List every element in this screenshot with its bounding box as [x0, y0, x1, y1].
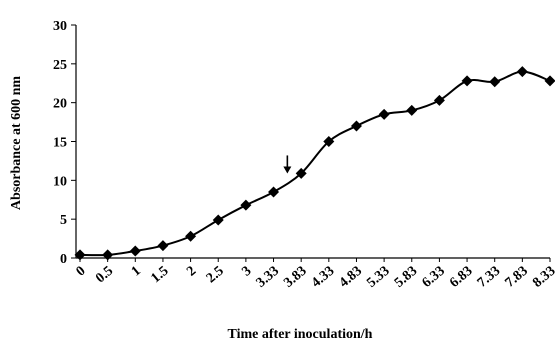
data-point-marker	[129, 245, 141, 257]
x-tick-label: 0.5	[93, 264, 116, 287]
x-tick-label: 7.83	[503, 264, 531, 291]
x-tick-label: 2	[184, 264, 199, 280]
data-point-marker	[461, 75, 473, 87]
data-point-marker	[350, 120, 362, 132]
data-point-marker	[74, 249, 86, 261]
y-tick-label: 15	[53, 136, 67, 151]
x-tick-label: 7.33	[475, 264, 503, 291]
y-tick-label: 25	[53, 58, 67, 73]
y-tick-label: 30	[53, 19, 67, 34]
x-tick-label: 1.5	[148, 264, 171, 287]
chart-axes	[75, 25, 550, 259]
x-tick-label: 8.33	[530, 264, 555, 291]
x-tick-label: 4.33	[309, 264, 337, 291]
data-point-marker	[295, 167, 307, 179]
x-tick-label: 3.33	[254, 264, 282, 291]
x-tick-label: 5.83	[392, 264, 420, 291]
x-tick-label: 5.33	[364, 264, 392, 291]
data-point-marker	[102, 249, 114, 261]
data-point-marker	[406, 104, 418, 116]
data-point-marker	[516, 66, 528, 78]
x-tick-label: 1	[129, 264, 144, 280]
data-point-marker	[212, 214, 224, 226]
data-point-marker	[240, 199, 252, 211]
x-axis-ticks: 0 0.5 1 1.5 2 2.5 3 3.33 3.83 4.33 4.83 5.33 5.83 6.3…	[74, 258, 555, 291]
y-tick-label: 10	[53, 174, 67, 189]
x-tick-label: 6.33	[420, 264, 448, 291]
x-axis-title: Time after inoculation/h	[228, 327, 373, 342]
y-tick-label: 0	[60, 252, 67, 267]
y-tick-label: 5	[60, 213, 67, 228]
y-axis-title: Absorbance at 600 nm	[9, 76, 24, 211]
x-tick-label: 4.83	[337, 264, 365, 291]
x-tick-label: 3	[239, 264, 254, 280]
data-point-marker	[323, 136, 335, 147]
y-tick-label: 20	[53, 97, 67, 112]
data-point-marker	[185, 230, 197, 242]
arrow-head	[283, 166, 292, 174]
series-line	[79, 70, 551, 257]
data-point-marker	[378, 108, 390, 120]
x-tick-label: 3.83	[281, 264, 309, 291]
data-point-marker	[544, 75, 555, 87]
x-tick-label: 2.5	[204, 264, 227, 287]
annotation-group	[283, 155, 292, 174]
x-tick-label: 0	[74, 264, 89, 280]
data-point-marker	[489, 76, 501, 88]
data-point-marker	[268, 186, 280, 198]
data-point-marker	[157, 240, 169, 252]
y-axis-ticks: 0 5 10 15 20 25 30	[53, 19, 76, 267]
data-point-marker	[433, 94, 445, 106]
x-tick-label: 6.83	[447, 264, 475, 291]
series-group	[74, 66, 555, 261]
